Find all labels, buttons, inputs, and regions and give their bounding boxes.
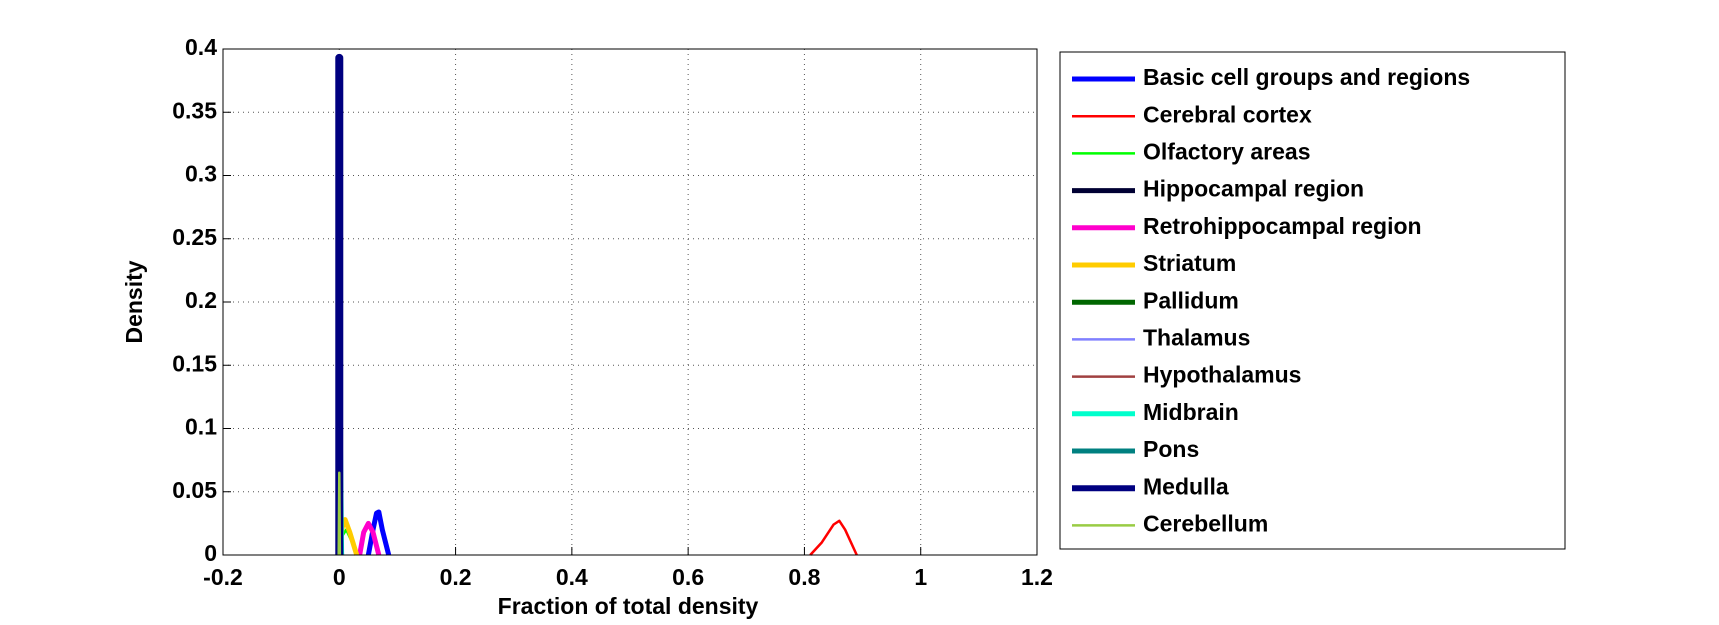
legend-label: Cerebral cortex (1143, 101, 1312, 127)
legend-box (1059, 51, 1566, 550)
legend-label: Thalamus (1143, 324, 1250, 350)
x-tick-label: 0.4 (556, 564, 588, 590)
legend-label: Olfactory areas (1143, 138, 1310, 164)
series-line (809, 519, 858, 556)
y-tick-label: 0.3 (185, 161, 217, 187)
y-axis-label: Density (121, 260, 147, 343)
legend-label: Midbrain (1143, 399, 1239, 425)
x-tick-label: 0.2 (440, 564, 472, 590)
x-axis-label: Fraction of total density (498, 593, 759, 619)
legend-label: Hypothalamus (1143, 362, 1301, 388)
y-tick-label: 0.25 (172, 224, 217, 250)
series-line (337, 471, 342, 556)
series-line (357, 520, 382, 556)
x-tick-label: 0 (333, 564, 346, 590)
x-tick-label: 1.2 (1021, 564, 1053, 590)
x-tick-label: 1 (914, 564, 927, 590)
x-tick-label: -0.2 (203, 564, 243, 590)
legend-label: Medulla (1143, 473, 1229, 499)
legend-label: Basic cell groups and regions (1143, 64, 1470, 90)
legend-label: Cerebellum (1143, 510, 1268, 536)
y-tick-label: 0.2 (185, 287, 217, 313)
y-tick-label: 0.05 (172, 477, 217, 503)
x-tick-label: 0.6 (672, 564, 704, 590)
axes-frame (222, 48, 1038, 556)
legend-label: Retrohippocampal region (1143, 213, 1422, 239)
legend-label: Pons (1143, 436, 1199, 462)
y-tick-label: 0.15 (172, 350, 217, 376)
y-tick-label: 0.35 (172, 97, 217, 123)
legend-label: Pallidum (1143, 287, 1239, 313)
legend-label: Striatum (1143, 250, 1236, 276)
y-tick-label: 0.4 (185, 34, 217, 60)
y-tick-label: 0 (204, 540, 217, 566)
x-tick-label: 0.8 (788, 564, 820, 590)
y-tick-label: 0.1 (185, 414, 217, 440)
legend-label: Hippocampal region (1143, 176, 1364, 202)
